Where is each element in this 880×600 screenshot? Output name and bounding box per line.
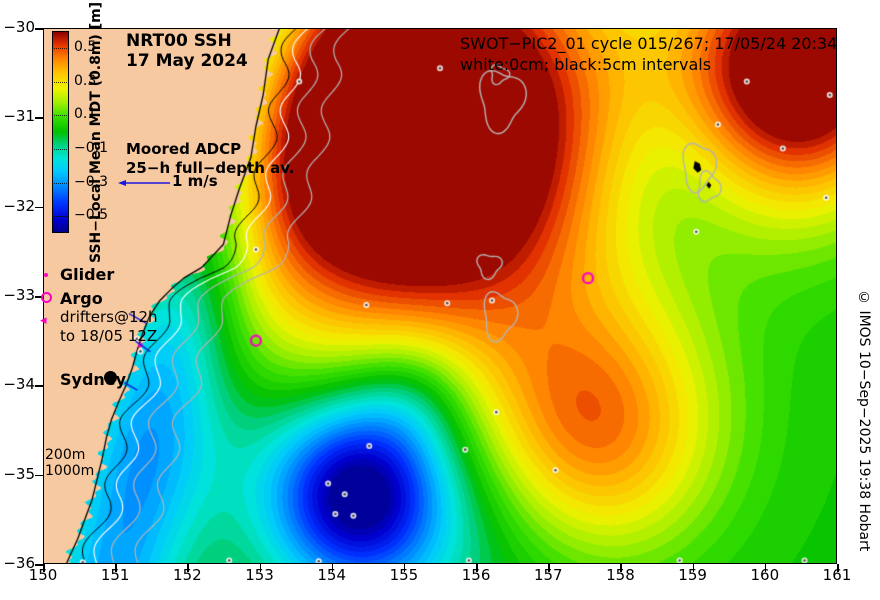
depth-1000m-label: 1000m [45, 463, 95, 479]
y-tick-label: −32 [3, 196, 35, 215]
colorbar-tick-label: −0.3 [74, 173, 108, 190]
colorbar-tick-mark [52, 148, 69, 151]
x-tick-mark [43, 564, 45, 572]
dataset-label: NRT00 SSH [126, 31, 232, 51]
x-tick-label: 154 [317, 566, 347, 584]
colorbar-title: SSH−Local Mean MDT (0.8m) [m] [88, 1, 104, 263]
x-tick-label: 157 [533, 566, 563, 584]
colorbar-tick-label: −0.1 [74, 139, 108, 156]
x-tick-mark [403, 564, 406, 572]
colorbar-tick-mark [52, 216, 69, 218]
x-tick-mark [476, 564, 478, 572]
y-tick-label: −34 [3, 375, 35, 394]
legend-argo-label: Argo [60, 289, 103, 308]
legend-glider-label: Glider [60, 265, 115, 284]
colorbar [52, 31, 69, 233]
y-tick-label: −31 [3, 107, 35, 126]
adcp-velocity-arrow-icon [118, 180, 170, 186]
legend-drifters-line1: drifters@12h [60, 308, 158, 326]
ssh-field-canvas [43, 28, 837, 564]
legend-drifters-line2: to 18/05 12Z [60, 327, 158, 345]
colorbar-tick-label: 0.1 [74, 106, 97, 123]
colorbar-gradient [53, 32, 68, 232]
y-tick-mark [35, 28, 43, 30]
x-tick-mark [259, 564, 262, 572]
date-label: 17 May 2024 [126, 51, 248, 71]
argo-marker-icon [41, 292, 52, 303]
y-tick-mark [35, 474, 43, 477]
x-tick-label: 159 [678, 566, 707, 584]
x-tick-label: 161 [822, 566, 852, 584]
drifter-marker-icon: ◂ [40, 313, 47, 328]
y-tick-label: −33 [3, 286, 35, 304]
y-tick-mark [35, 296, 43, 298]
colorbar-tick-label: 0.5 [74, 38, 97, 55]
glider-marker-icon [44, 273, 48, 277]
adcp-scale-label: 1 m/s [172, 172, 218, 190]
x-tick-label: 155 [389, 566, 419, 584]
y-tick-mark [35, 206, 43, 209]
x-tick-mark [837, 564, 839, 572]
x-tick-label: 150 [28, 566, 58, 584]
swot-title-line1: SWOT−PIC2_01 cycle 015/267; 17/05/24 20:… [460, 34, 838, 53]
x-tick-label: 156 [461, 566, 491, 584]
x-tick-mark [620, 564, 622, 572]
copyright-credit: © IMOS 10−Sep−2025 19:38 Hobart [856, 290, 872, 552]
x-tick-label: 160 [750, 566, 780, 584]
x-tick-label: 152 [173, 566, 202, 584]
y-tick-label: −36 [3, 554, 35, 572]
x-tick-mark [187, 564, 189, 572]
x-tick-mark [692, 564, 695, 572]
sydney-city-marker [104, 371, 117, 384]
depth-200m-label: 200m [45, 447, 86, 463]
legend-glider: Glider [60, 265, 114, 284]
map-plot-area[interactable] [43, 28, 837, 564]
adcp-label-line1: Moored ADCP [126, 140, 242, 158]
y-tick-label: −35 [3, 464, 35, 483]
y-tick-mark [35, 117, 43, 119]
colorbar-tick-label: 0.3 [74, 72, 97, 89]
colorbar-tick-mark [52, 115, 69, 117]
colorbar-tick-mark [52, 182, 69, 185]
x-tick-mark [764, 564, 767, 572]
y-tick-label: −30 [3, 18, 35, 36]
colorbar-tick-mark [52, 81, 69, 84]
x-tick-label: 151 [100, 566, 130, 584]
x-tick-mark [548, 564, 550, 572]
swot-title: SWOT−PIC2_01 cycle 015/267; 17/05/24 20:… [460, 33, 837, 75]
legend-argo: Argo [60, 289, 103, 308]
sydney-label: Sydney [60, 370, 127, 389]
x-tick-label: 153 [245, 566, 274, 584]
colorbar-tick-label: −0.5 [74, 207, 108, 224]
y-tick-mark [35, 564, 43, 566]
x-tick-mark [331, 564, 334, 572]
x-tick-label: 158 [606, 566, 635, 584]
adcp-label-line2: 25−h full−depth av. [126, 159, 295, 177]
y-tick-mark [35, 385, 43, 387]
swot-title-line2: white:0cm; black:5cm intervals [460, 55, 712, 74]
colorbar-tick-mark [52, 47, 69, 50]
x-tick-mark [115, 564, 117, 572]
